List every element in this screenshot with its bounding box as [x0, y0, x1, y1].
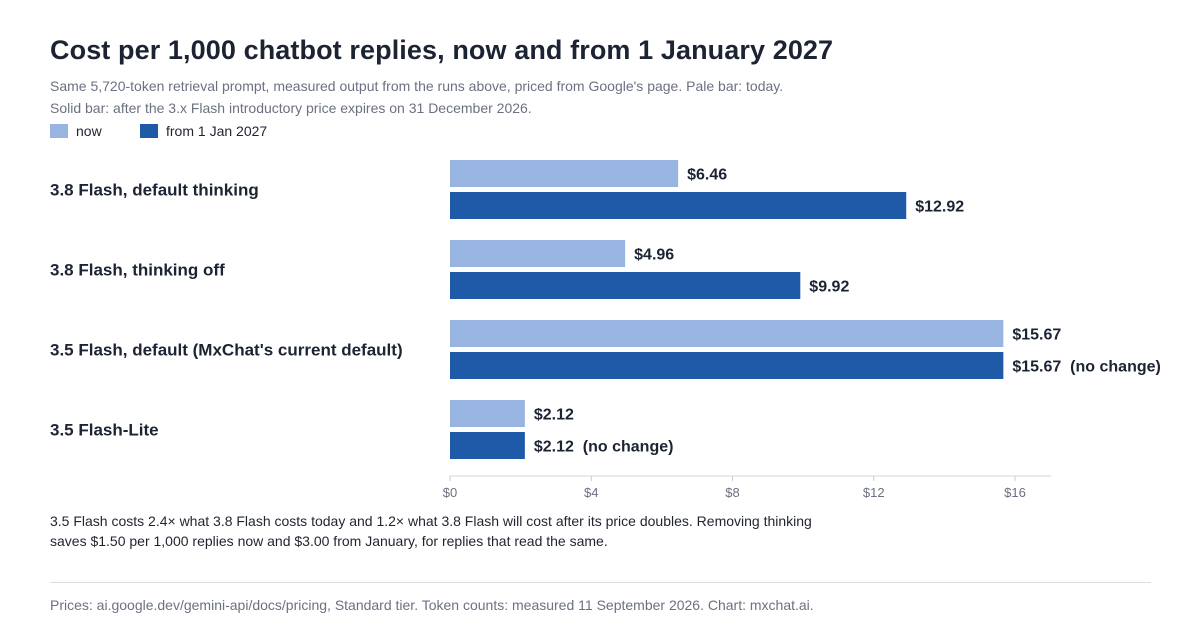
bar-from-2027 [450, 272, 801, 299]
legend-item-from-2027: from 1 Jan 2027 [140, 123, 267, 139]
data-label: $4.96 [634, 247, 674, 264]
x-tick-label: $4 [584, 485, 598, 500]
data-label: $9.92 [809, 279, 849, 296]
chart-subtitle-line-2: Solid bar: after the 3.x Flash introduct… [50, 100, 532, 116]
legend-label-now: now [76, 123, 102, 139]
legend-swatch-now [50, 124, 68, 138]
x-tick-label: $0 [443, 485, 457, 500]
category-label: 3.8 Flash, default thinking [50, 181, 259, 200]
bar-now [450, 400, 525, 427]
chart-title: Cost per 1,000 chatbot replies, now and … [50, 35, 834, 65]
data-label: $15.67 (no change) [1012, 359, 1161, 376]
x-tick-label: $12 [863, 485, 885, 500]
bar-from-2027 [450, 432, 525, 459]
chart-note: 3.5 Flash costs 2.4× what 3.8 Flash cost… [50, 511, 850, 551]
data-label: $15.67 [1012, 327, 1061, 344]
chart-subtitle-line-1: Same 5,720-token retrieval prompt, measu… [50, 78, 784, 94]
bar-now [450, 240, 626, 267]
x-tick-label: $16 [1004, 485, 1026, 500]
bar-from-2027 [450, 352, 1004, 379]
chart-note-line-2: saves $1.50 per 1,000 replies now and $3… [50, 533, 608, 549]
footer-divider [50, 582, 1151, 583]
category-label: 3.5 Flash-Lite [50, 421, 159, 440]
data-label: $2.12 (no change) [534, 439, 674, 456]
chart-note-line-1: 3.5 Flash costs 2.4× what 3.8 Flash cost… [50, 513, 812, 529]
category-label: 3.5 Flash, default (MxChat's current def… [50, 341, 403, 360]
legend-item-now: now [50, 123, 102, 139]
category-label: 3.8 Flash, thinking off [50, 261, 225, 280]
legend-swatch-from-2027 [140, 124, 158, 138]
data-label: $6.46 [687, 167, 727, 184]
data-label: $2.12 [534, 407, 574, 424]
legend-label-from-2027: from 1 Jan 2027 [166, 123, 268, 139]
bar-now [450, 320, 1004, 347]
bar-from-2027 [450, 192, 907, 219]
data-label: $12.92 [915, 199, 964, 216]
bar-chart: 3.8 Flash, default thinking $6.46 $12.92 3.… [50, 160, 1161, 500]
x-tick-label: $8 [725, 485, 739, 500]
bar-now [450, 160, 679, 187]
source-note: Prices: ai.google.dev/gemini-api/docs/pr… [50, 597, 814, 613]
